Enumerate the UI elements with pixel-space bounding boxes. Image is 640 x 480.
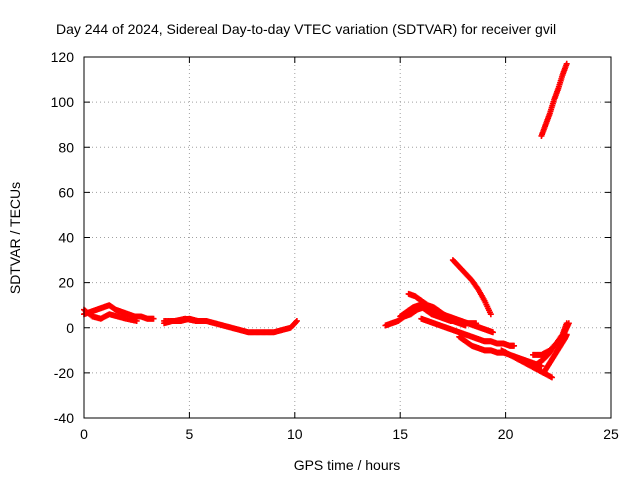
grid-lines	[84, 57, 611, 418]
x-tick-label: 0	[80, 426, 88, 442]
series-track-j	[449, 257, 494, 318]
x-tick-label: 15	[392, 426, 408, 442]
data-point	[462, 322, 469, 329]
x-tick-label: 5	[186, 426, 194, 442]
plot-frame	[83, 56, 612, 419]
data-point	[150, 315, 157, 322]
y-tick-label: 20	[58, 275, 74, 291]
data-point	[133, 317, 140, 324]
data-point	[293, 318, 300, 325]
x-tick-label: 10	[287, 426, 303, 442]
data-point	[487, 311, 494, 318]
data-point	[565, 320, 572, 327]
y-tick-label: 120	[51, 49, 75, 65]
data-point	[489, 329, 496, 336]
y-tick-label: 0	[66, 320, 74, 336]
data-point	[511, 342, 518, 349]
series-track-o	[538, 60, 570, 139]
series-track-n	[530, 320, 572, 358]
series-track-b	[81, 306, 140, 324]
x-tick-label: 20	[498, 426, 514, 442]
data-point	[548, 374, 555, 381]
data-marks	[81, 60, 572, 381]
y-tick-label: -20	[54, 365, 74, 381]
series-track-h	[418, 315, 518, 349]
data-point	[203, 317, 210, 324]
y-tick-label: 40	[58, 230, 74, 246]
data-point	[563, 60, 570, 67]
data-point	[293, 317, 300, 324]
y-tick-label: 100	[51, 94, 75, 110]
series-track-g	[405, 290, 469, 329]
chart-title: Day 244 of 2024, Sidereal Day-to-day VTE…	[56, 21, 556, 37]
x-tick-label: 25	[603, 426, 619, 442]
series-track-d	[161, 315, 210, 324]
data-point	[473, 320, 480, 327]
x-axis-label: GPS time / hours	[294, 457, 401, 473]
y-tick-label: 80	[58, 139, 74, 155]
axis-ticks: 0 5 10 15 20 25 -40 -20 0 20 40 60 80 100 120	[51, 49, 619, 442]
y-tick-label: -40	[54, 410, 74, 426]
y-axis-label: SDTVAR / TECUs	[7, 182, 23, 294]
y-tick-label: 60	[58, 184, 74, 200]
